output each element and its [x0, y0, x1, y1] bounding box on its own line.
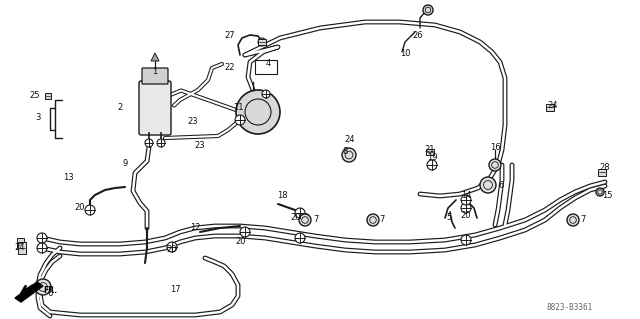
Text: 23: 23 — [188, 117, 198, 127]
Text: 20: 20 — [291, 213, 301, 222]
Circle shape — [167, 242, 177, 252]
Circle shape — [37, 243, 47, 253]
Circle shape — [145, 139, 153, 147]
Text: 13: 13 — [63, 173, 74, 182]
Text: 7: 7 — [314, 216, 319, 225]
Text: 14: 14 — [461, 190, 471, 199]
Text: 3: 3 — [35, 114, 41, 122]
Text: 18: 18 — [276, 190, 287, 199]
Text: 20: 20 — [236, 238, 246, 247]
Polygon shape — [151, 53, 159, 61]
Text: 5: 5 — [446, 213, 452, 222]
FancyBboxPatch shape — [598, 168, 606, 175]
Text: 17: 17 — [170, 286, 180, 294]
Circle shape — [567, 214, 579, 226]
Text: 24: 24 — [15, 243, 25, 253]
FancyBboxPatch shape — [18, 242, 26, 254]
Text: FR.: FR. — [43, 286, 57, 295]
Text: 20: 20 — [167, 246, 177, 255]
FancyBboxPatch shape — [546, 103, 554, 110]
Text: 25: 25 — [29, 92, 40, 100]
Circle shape — [258, 38, 266, 46]
Text: 6: 6 — [47, 288, 52, 298]
FancyBboxPatch shape — [426, 149, 434, 155]
Circle shape — [427, 160, 437, 170]
Circle shape — [489, 159, 501, 171]
FancyBboxPatch shape — [142, 68, 168, 84]
Circle shape — [461, 195, 471, 205]
FancyBboxPatch shape — [258, 39, 266, 45]
Circle shape — [240, 227, 250, 237]
Circle shape — [37, 233, 47, 243]
FancyBboxPatch shape — [255, 60, 277, 74]
Circle shape — [461, 203, 471, 213]
Text: 8: 8 — [342, 147, 348, 157]
Text: 24: 24 — [345, 136, 355, 145]
Polygon shape — [15, 282, 43, 302]
Text: 7: 7 — [380, 216, 385, 225]
Circle shape — [85, 205, 95, 215]
Text: 4: 4 — [266, 58, 271, 68]
Text: 9: 9 — [122, 159, 127, 167]
Text: 16: 16 — [490, 144, 500, 152]
FancyBboxPatch shape — [45, 93, 51, 99]
Circle shape — [235, 115, 245, 125]
Text: 22: 22 — [225, 63, 236, 72]
Text: 10: 10 — [400, 48, 410, 57]
Text: 11: 11 — [233, 103, 243, 113]
Circle shape — [342, 148, 356, 162]
Circle shape — [157, 139, 165, 147]
Circle shape — [35, 279, 51, 295]
Circle shape — [299, 214, 311, 226]
Text: 2: 2 — [117, 103, 123, 113]
Circle shape — [236, 90, 280, 134]
FancyBboxPatch shape — [139, 81, 171, 135]
Text: 21: 21 — [425, 145, 435, 154]
Circle shape — [423, 5, 433, 15]
Text: 6: 6 — [499, 181, 504, 189]
FancyBboxPatch shape — [17, 238, 24, 248]
Circle shape — [295, 208, 305, 218]
Text: 23: 23 — [195, 140, 205, 150]
Text: 15: 15 — [602, 190, 612, 199]
Text: 19: 19 — [427, 153, 437, 162]
Circle shape — [596, 188, 604, 196]
Circle shape — [367, 214, 379, 226]
Circle shape — [480, 177, 496, 193]
Text: 20: 20 — [461, 211, 471, 219]
Text: 7: 7 — [580, 216, 586, 225]
Text: 26: 26 — [413, 31, 423, 40]
Text: 1: 1 — [152, 68, 157, 77]
Text: 28: 28 — [600, 164, 611, 173]
Circle shape — [262, 90, 270, 98]
Text: 12: 12 — [189, 224, 200, 233]
Text: 20: 20 — [75, 204, 85, 212]
Text: 27: 27 — [225, 31, 236, 40]
Text: 8823-B3361: 8823-B3361 — [547, 303, 593, 313]
Circle shape — [461, 235, 471, 245]
Circle shape — [295, 233, 305, 243]
Text: 24: 24 — [548, 100, 558, 109]
